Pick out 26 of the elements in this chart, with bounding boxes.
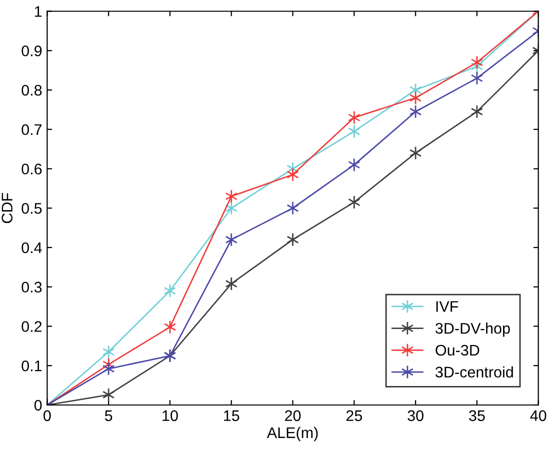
- x-tick-label: 35: [469, 410, 485, 422]
- x-tick-label: 20: [285, 410, 301, 422]
- legend-label: Ou-3D: [436, 344, 480, 356]
- legend-label: IVF: [436, 301, 458, 312]
- x-tick-label: 25: [346, 410, 362, 422]
- legend-label: 3D-DV-hop: [436, 322, 510, 337]
- y-tick-label: 0.9: [22, 45, 42, 56]
- y-tick-label: 1: [34, 6, 42, 17]
- y-tick-label: 0.2: [22, 321, 42, 332]
- y-tick-label: 0.4: [22, 242, 42, 254]
- x-axis-title: ALE(m): [266, 426, 318, 442]
- y-tick-label: 0.6: [22, 164, 42, 174]
- y-tick-label: 0.3: [22, 282, 42, 293]
- x-tick-label: 40: [530, 410, 546, 422]
- x-tick-label: 5: [104, 410, 112, 422]
- x-tick-label: 10: [162, 410, 178, 422]
- y-tick-label: 0.8: [22, 84, 42, 96]
- y-tick-label: 0.1: [22, 360, 42, 372]
- x-tick-label: 0: [44, 410, 51, 422]
- y-tick-label: 0.5: [22, 202, 42, 214]
- x-tick-label: 30: [408, 410, 424, 422]
- y-tick-label: 0: [34, 400, 42, 411]
- x-tick-label: 15: [224, 410, 240, 422]
- y-tick-label: 0.7: [22, 124, 42, 136]
- y-axis-title: CDF: [2, 193, 12, 224]
- legend-label: 3D-centroid: [436, 366, 513, 378]
